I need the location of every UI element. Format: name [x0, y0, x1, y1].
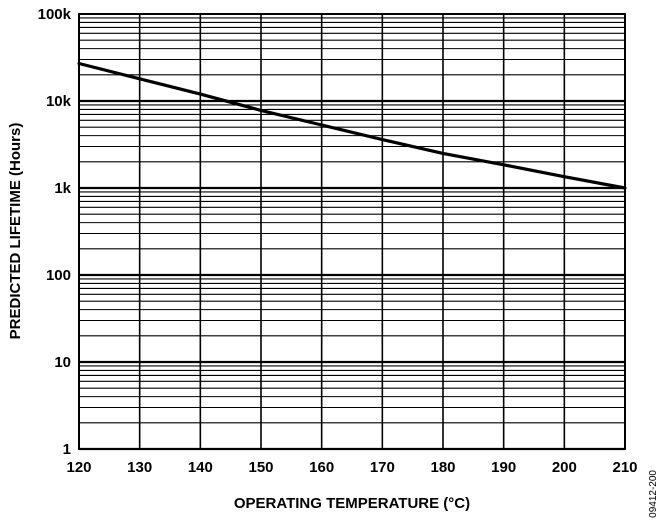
y-tick-label: 10	[54, 354, 71, 371]
x-tick-label: 170	[370, 459, 395, 476]
x-tick-label: 130	[127, 459, 152, 476]
x-tick-label: 180	[430, 459, 455, 476]
x-tick-label: 190	[491, 459, 516, 476]
y-tick-label: 100	[46, 267, 71, 284]
x-tick-label: 200	[552, 459, 577, 476]
series-layer	[77, 61, 627, 190]
y-axis-title: PREDICTED LIFETIME (Hours)	[7, 123, 24, 340]
y-tick-label: 1k	[54, 180, 71, 197]
x-tick-label: 210	[612, 459, 637, 476]
grid	[78, 14, 626, 451]
x-tick-label: 160	[309, 459, 334, 476]
y-tick-label: 10k	[46, 93, 72, 110]
x-tick-label: 150	[248, 459, 273, 476]
y-tick-label: 1	[63, 441, 71, 458]
series-line	[77, 61, 627, 190]
x-tick-label: 140	[188, 459, 213, 476]
x-tick-labels: 120 130 140 150 160 170 180 190 200 210	[66, 459, 637, 476]
x-tick-label: 120	[66, 459, 91, 476]
figure-id: 09412-200	[648, 470, 659, 518]
y-tick-labels: 1 10 100 1k 10k 100k	[38, 6, 72, 458]
plot-frame	[78, 13, 626, 450]
y-tick-label: 100k	[38, 6, 72, 23]
x-axis-title: OPERATING TEMPERATURE (°C)	[234, 495, 470, 512]
